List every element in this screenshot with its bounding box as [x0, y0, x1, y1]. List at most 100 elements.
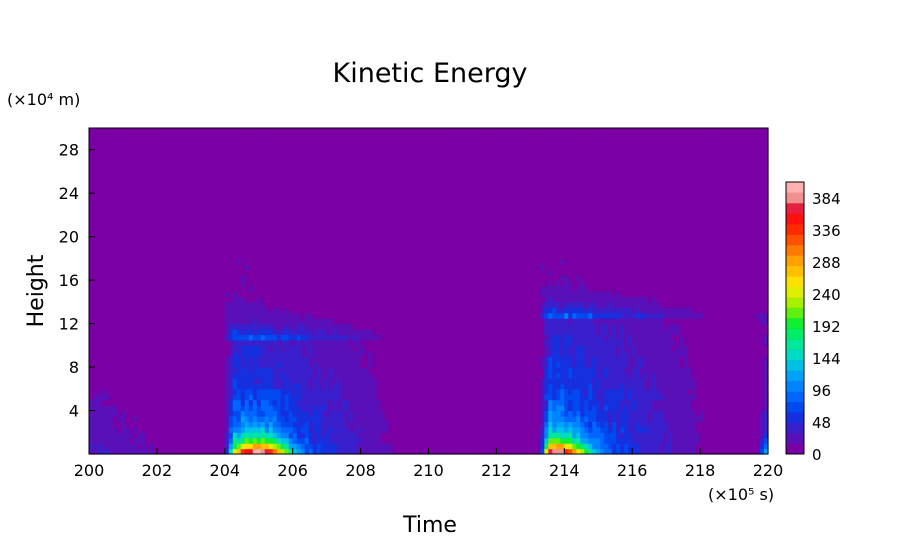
heatmap-cell	[260, 312, 266, 319]
heatmap-cell	[352, 204, 358, 211]
heatmap-cell	[316, 329, 322, 336]
heatmap-cell	[400, 421, 406, 428]
heatmap-cell	[164, 128, 170, 135]
heatmap-cell	[156, 231, 162, 238]
heatmap-cell	[196, 138, 202, 145]
heatmap-cell	[196, 296, 202, 303]
heatmap-cell	[224, 231, 230, 238]
heatmap-cell	[268, 394, 274, 401]
heatmap-cell	[380, 187, 386, 194]
heatmap-cell	[148, 415, 154, 422]
heatmap-cell	[228, 361, 234, 368]
heatmap-cell	[212, 426, 218, 433]
heatmap-cell	[144, 415, 150, 422]
heatmap-cell	[260, 166, 266, 173]
heatmap-cell	[120, 448, 126, 455]
heatmap-cell	[264, 383, 270, 390]
heatmap-cell	[368, 128, 374, 135]
heatmap-cell	[104, 415, 110, 422]
heatmap-cell	[148, 187, 154, 194]
heatmap-cell	[264, 296, 270, 303]
heatmap-cell	[208, 166, 214, 173]
heatmap-cell	[336, 204, 342, 211]
heatmap-cell	[252, 247, 258, 254]
heatmap-cell	[232, 269, 238, 276]
heatmap-cell	[96, 252, 102, 259]
heatmap-cell	[260, 263, 266, 270]
heatmap-cell	[200, 405, 206, 412]
heatmap-cell	[396, 318, 402, 325]
heatmap-cell	[196, 160, 202, 167]
heatmap-cell	[400, 345, 406, 352]
heatmap-cell	[404, 296, 410, 303]
heatmap-cell	[312, 198, 318, 205]
heatmap-cell	[372, 198, 378, 205]
heatmap-cell	[240, 361, 246, 368]
heatmap-cell	[172, 448, 178, 455]
heatmap-cell	[376, 329, 382, 336]
heatmap-cell	[360, 269, 366, 276]
heatmap-cell	[140, 258, 146, 265]
heatmap-cell	[400, 410, 406, 417]
heatmap-cell	[408, 426, 414, 433]
heatmap-cell	[292, 280, 298, 287]
heatmap-cell	[248, 247, 254, 254]
heatmap-cell	[280, 432, 286, 439]
heatmap-cell	[252, 426, 258, 433]
heatmap-cell	[344, 339, 350, 346]
heatmap-cell	[328, 437, 334, 444]
heatmap-cell	[96, 263, 102, 270]
heatmap-cell	[192, 323, 198, 330]
heatmap-cell	[184, 339, 190, 346]
heatmap-cell	[352, 426, 358, 433]
heatmap-cell	[112, 426, 118, 433]
heatmap-cell	[220, 236, 226, 243]
heatmap-cell	[200, 144, 206, 151]
heatmap-cell	[116, 296, 122, 303]
heatmap-cell	[248, 269, 254, 276]
heatmap-cell	[328, 263, 334, 270]
heatmap-cell	[244, 291, 250, 298]
heatmap-cell	[112, 301, 118, 308]
heatmap-cell	[388, 220, 394, 227]
heatmap-cell	[392, 182, 398, 189]
heatmap-cell	[172, 399, 178, 406]
heatmap-cell	[312, 274, 318, 281]
heatmap-cell	[328, 144, 334, 151]
heatmap-cell	[368, 155, 374, 162]
heatmap-cell	[192, 448, 198, 455]
heatmap-cell	[216, 128, 222, 135]
heatmap-cell	[208, 149, 214, 156]
heatmap-cell	[336, 307, 342, 314]
heatmap-cell	[148, 361, 154, 368]
heatmap-cell	[272, 160, 278, 167]
heatmap-cell	[140, 361, 146, 368]
heatmap-cell	[316, 128, 322, 135]
heatmap-cell	[376, 133, 382, 140]
heatmap-cell	[280, 372, 286, 379]
heatmap-cell	[100, 334, 106, 341]
heatmap-cell	[364, 339, 370, 346]
heatmap-cell	[268, 448, 274, 455]
heatmap-cell	[232, 301, 238, 308]
heatmap-cell	[156, 214, 162, 221]
heatmap-cell	[272, 399, 278, 406]
heatmap-cell	[188, 182, 194, 189]
heatmap-cell	[144, 426, 150, 433]
heatmap-cell	[312, 448, 318, 455]
heatmap-cell	[288, 214, 294, 221]
heatmap-cell	[332, 399, 338, 406]
heatmap-cell	[172, 166, 178, 173]
heatmap-cell	[316, 263, 322, 270]
heatmap-cell	[284, 198, 290, 205]
heatmap-cell	[400, 138, 406, 145]
heatmap-cell	[332, 225, 338, 232]
heatmap-cell	[152, 307, 158, 314]
heatmap-cell	[248, 437, 254, 444]
heatmap-cell	[284, 356, 290, 363]
heatmap-cell	[276, 432, 282, 439]
heatmap-cell	[228, 182, 234, 189]
heatmap-cell	[160, 405, 166, 412]
heatmap-cell	[340, 307, 346, 314]
heatmap-cell	[400, 394, 406, 401]
